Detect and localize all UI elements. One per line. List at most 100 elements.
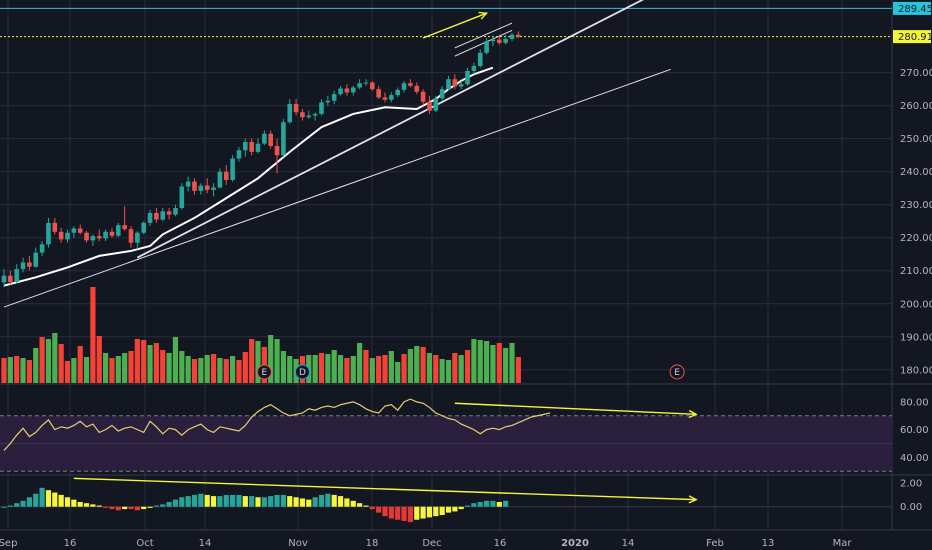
momentum-bar [191,494,198,507]
momentum-bar [388,506,394,519]
price-badge [893,1,931,15]
momentum-bar [344,498,350,507]
momentum-bar [414,506,420,520]
candle-body [300,112,305,118]
volume-bar [134,339,140,383]
volume-bar [109,358,115,383]
candle-body [458,84,464,87]
volume-bar [369,358,375,383]
price-badge-label: 289.45 [898,4,932,15]
volume-bar [363,350,369,383]
momentum-bar [280,494,286,507]
momentum-bar [128,506,134,510]
candle-body [52,222,58,232]
momentum-annotation-arrow [73,477,697,501]
momentum-tick-label: 0.00 [900,502,922,513]
volume-bar [433,355,439,383]
x-tick-label: Dec [422,538,441,549]
candle-body [516,34,521,37]
y-tick-label: 270.00 [900,68,932,79]
momentum-bar [357,503,363,507]
price-panel[interactable] [0,0,892,308]
momentum-bar [401,506,407,521]
y-tick-label: 190.00 [900,332,932,343]
volume-bar [115,356,121,383]
momentum-bar [331,494,337,507]
x-tick-label: 2020 [561,538,589,549]
candle-body [287,104,293,123]
candle-body [452,79,458,87]
x-tick-label: 14 [622,538,635,549]
volume-bar [401,354,407,383]
momentum-bar [458,506,464,510]
candle-body [509,34,515,39]
y-tick-label: 240.00 [900,167,932,178]
candle-body [77,228,83,233]
x-tick-label: Oct [136,538,153,549]
momentum-bar [395,506,401,520]
volume-bar [198,358,204,383]
momentum-bar [407,506,413,523]
volume-bar [147,345,153,383]
volume-bar [496,343,502,383]
candle-body [350,87,356,93]
momentum-bar [64,497,71,507]
candle-body [255,143,261,152]
candle-body [135,232,140,243]
candle-body [262,133,267,144]
x-tick-label: 18 [366,538,379,549]
candle-body [128,229,134,243]
event-marker [669,364,685,380]
candle-body [33,252,39,267]
momentum-bar [210,496,217,507]
momentum-panel[interactable] [0,477,892,523]
candle-body [395,89,400,96]
candle-body [20,262,26,270]
volume-bar [96,336,102,383]
candle-body [382,97,388,100]
momentum-bar [7,505,13,507]
rsi-panel[interactable] [0,398,892,472]
candle-body [490,39,496,42]
candle-body [230,158,235,180]
candle-body [281,122,286,156]
volume-bar [503,348,509,383]
momentum-bar [299,498,306,507]
volume-bar [204,355,210,383]
momentum-bar [249,496,255,507]
channel-line [454,29,513,57]
y-tick-label: 220.00 [900,233,932,244]
candle-body [14,269,19,282]
candle-body [357,83,362,88]
price-badge [893,30,931,44]
volume-bar [426,353,433,383]
volume-bar [45,339,52,383]
volume-bar [223,359,229,383]
volume-bar [242,352,248,383]
candle-body [147,212,153,223]
momentum-bar [185,496,191,507]
candle-body [71,228,77,233]
momentum-bar [287,496,293,507]
volume-bar [33,348,39,383]
candle-body [484,41,489,53]
volume-bar [484,341,490,383]
momentum-bar [33,493,39,507]
x-tick-label: 13 [762,538,775,549]
momentum-bar [369,506,375,510]
momentum-bar [325,493,331,507]
momentum-bar [204,494,210,507]
momentum-bar [268,496,274,507]
momentum-bar [217,496,223,507]
momentum-bar [115,506,121,511]
volume-bar [103,353,109,383]
volume-bar [376,356,382,383]
candle-body [204,185,210,190]
volume-bar [122,353,128,383]
candle-body [122,225,127,230]
candle-body [319,102,324,114]
momentum-bar [382,506,388,517]
candle-body [243,141,248,151]
candle-body [331,94,337,101]
candle-body [293,104,299,113]
